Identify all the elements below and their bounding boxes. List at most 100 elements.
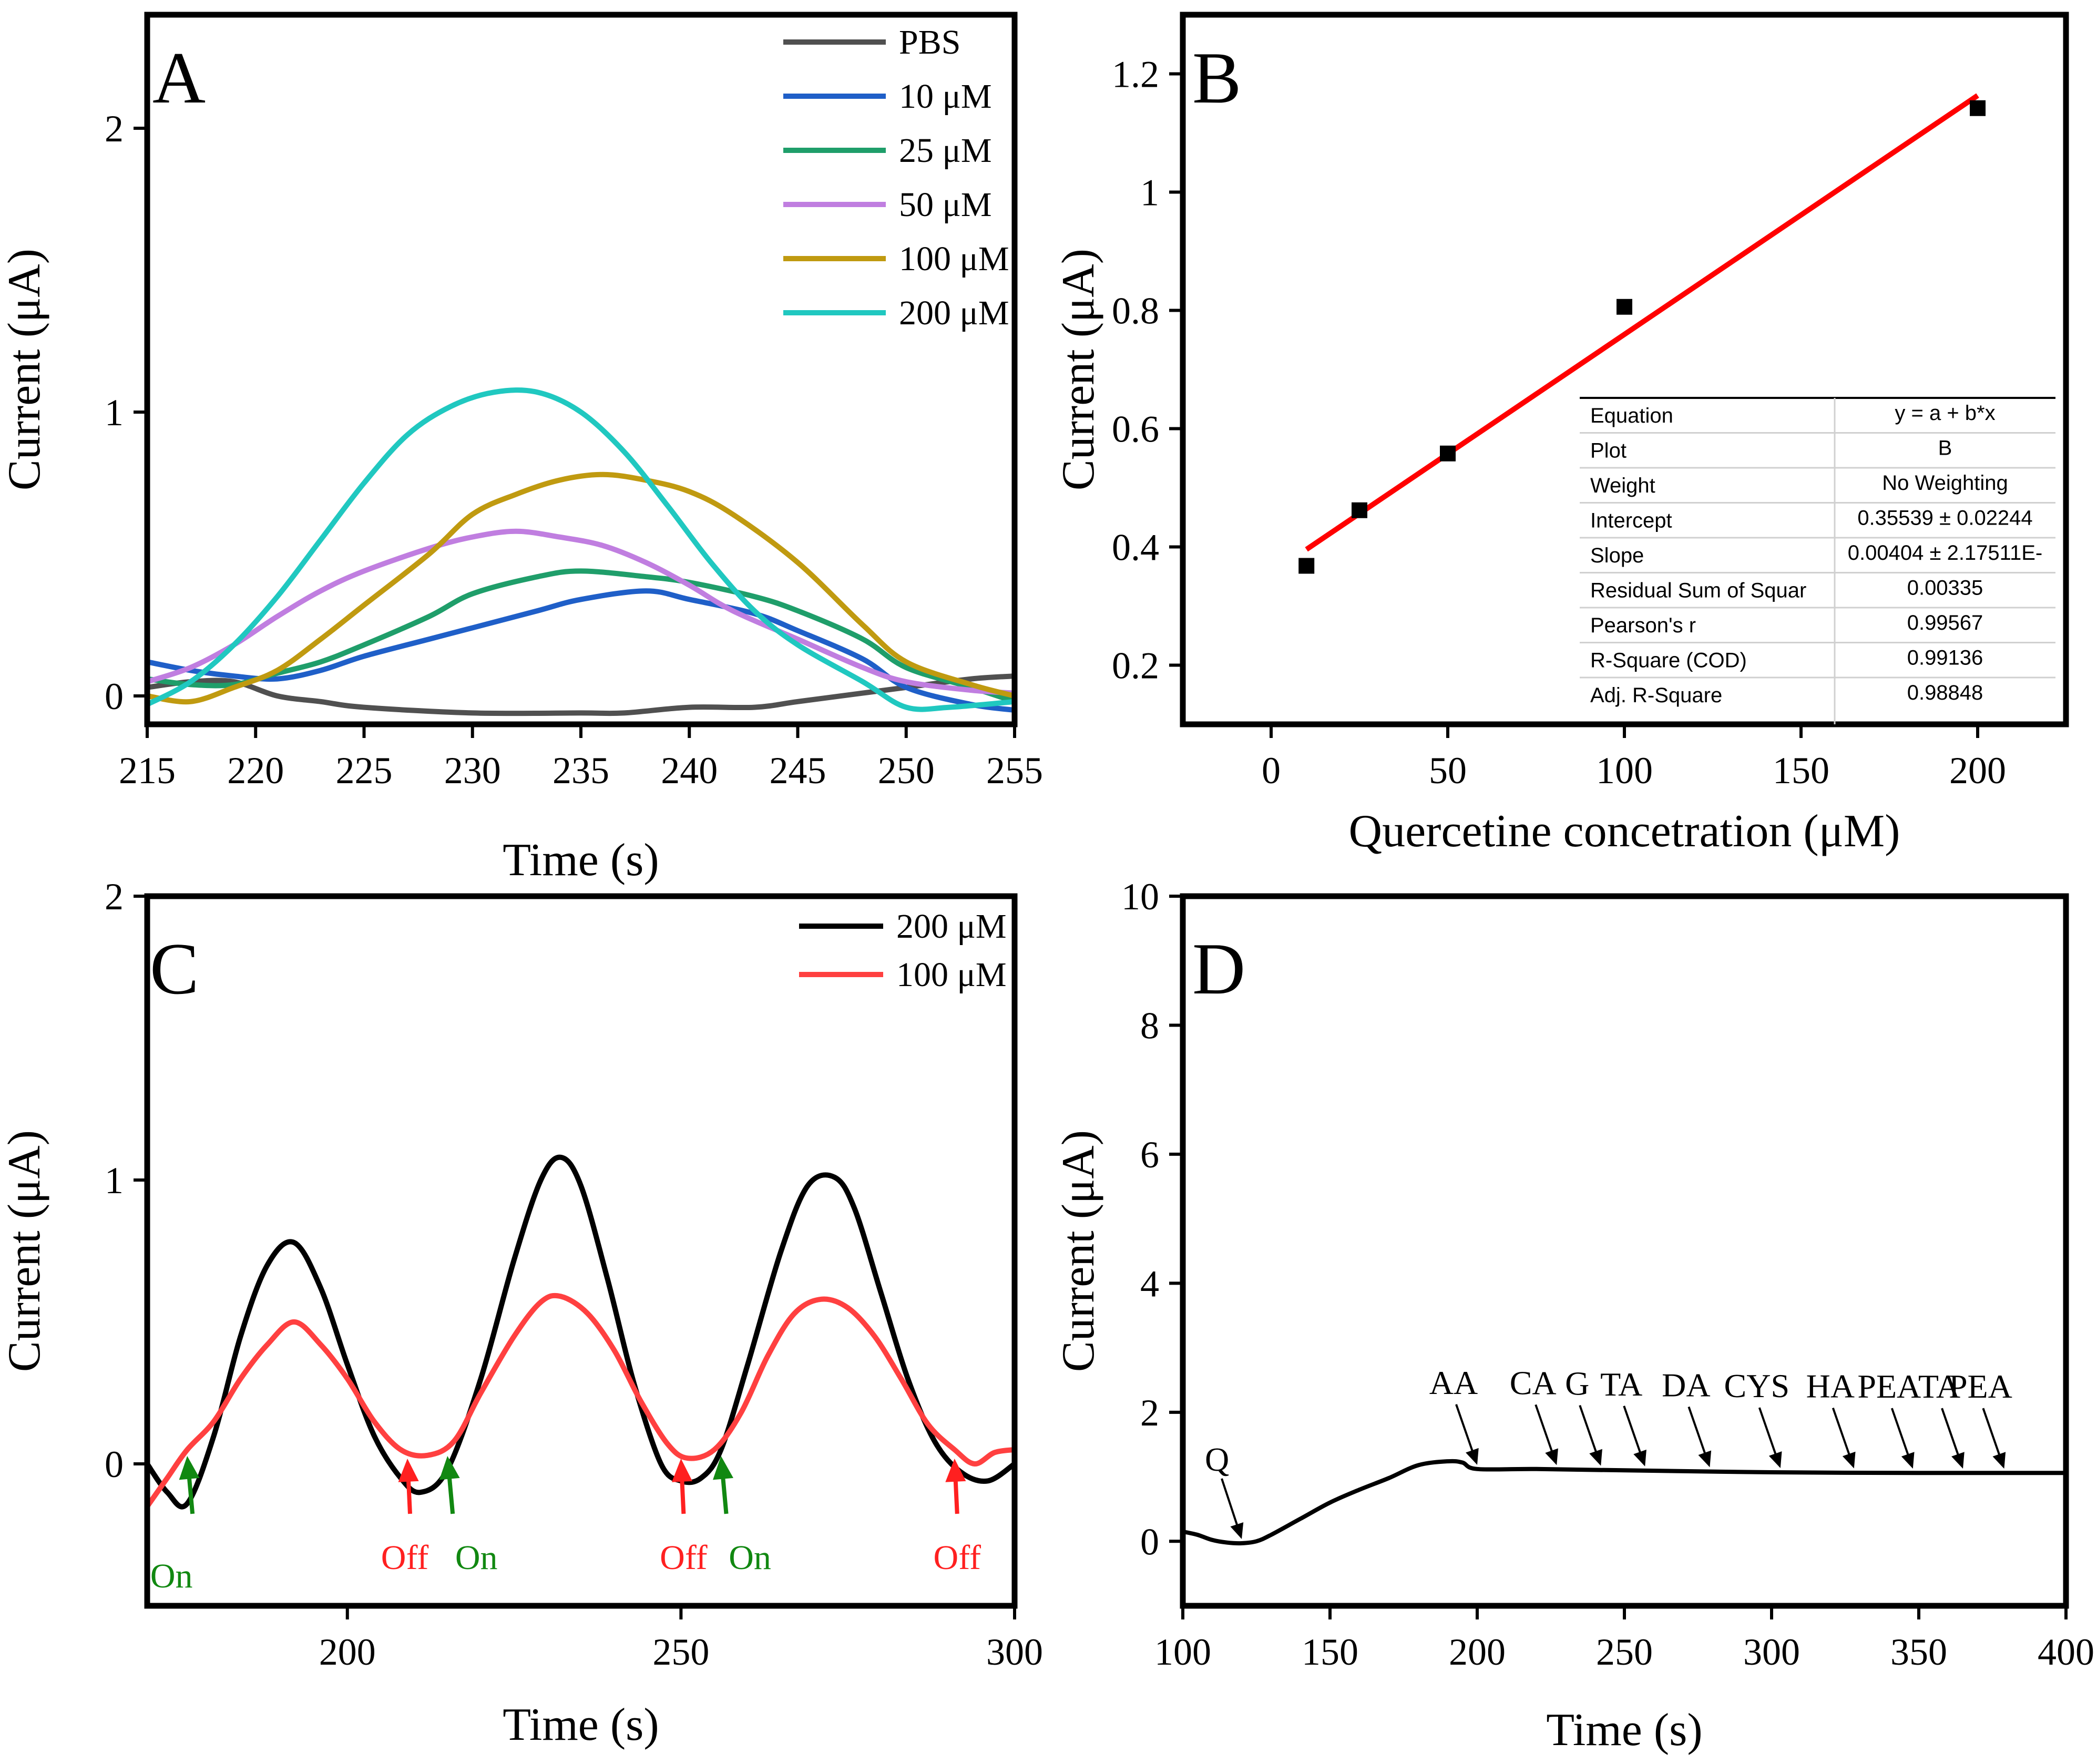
plot-frame — [144, 12, 1018, 727]
arrow-head — [439, 1456, 460, 1480]
arrow-head — [1230, 1522, 1244, 1539]
x-tick-label: 400 — [2038, 1631, 2094, 1673]
x-tick-label: 250 — [652, 1631, 709, 1673]
y-tick-label: 1.2 — [1112, 54, 1159, 96]
panel-b: 0 50 100 150 200 0.2 0.4 0.6 0.8 1 1.2 Quercetine c… — [1053, 12, 2069, 857]
interferent-label: CA — [1510, 1364, 1557, 1401]
data-point — [1970, 100, 1986, 116]
table-value: B — [1938, 437, 1952, 460]
y-axis-title: Current (μA) — [0, 249, 50, 490]
table-key: Residual Sum of Squar — [1590, 579, 1806, 602]
panel-label: A — [152, 37, 206, 119]
series-line — [147, 471, 1015, 705]
x-tick-label: 150 — [1773, 750, 1829, 792]
arrow-head — [945, 1459, 966, 1482]
x-tick-label: 255 — [986, 750, 1043, 792]
arrow-shaft — [1890, 1408, 1911, 1460]
data-point — [1440, 445, 1456, 461]
series-group — [1183, 1459, 2066, 1546]
legend-entry: 50 μM — [899, 186, 992, 224]
legend-entry: 100 μM — [896, 956, 1007, 994]
y-axis-title: Current (μA) — [0, 1130, 50, 1372]
data-point — [1298, 558, 1315, 574]
y-tick-label: 2 — [1140, 1392, 1159, 1434]
on-off-label: On — [150, 1557, 193, 1595]
interferent-label: PEA — [1857, 1368, 1921, 1405]
table-value: 0.00404 ± 2.17511E- — [1848, 541, 2042, 565]
y-axis-title: Current (μA) — [1053, 249, 1104, 490]
y-tick-label: 2 — [105, 876, 124, 918]
x-axis-title: Quercetine concetration (μM) — [1349, 806, 1900, 857]
y-tick-label: 0.4 — [1112, 527, 1159, 569]
x-tick-label: 245 — [770, 750, 826, 792]
arrow-head — [1842, 1451, 1856, 1469]
interferent-label: Q — [1205, 1441, 1229, 1478]
x-tick-label: 220 — [227, 750, 284, 792]
y-tick-label: 0 — [1140, 1521, 1159, 1563]
x-tick-label: 100 — [1154, 1631, 1211, 1673]
panel-a: 215 220 225 230 235 240 245 250 255 0 1 2 Time (s) Cu… — [0, 12, 1043, 886]
arrow-head — [179, 1456, 200, 1480]
table-value: No Weighting — [1882, 471, 2008, 495]
table-key: Plot — [1590, 439, 1627, 463]
arrow-head — [398, 1459, 419, 1482]
series-line — [147, 528, 1015, 696]
on-off-label: On — [455, 1539, 498, 1577]
x-tick-label: 215 — [119, 750, 176, 792]
arrow-head — [1768, 1451, 1782, 1469]
arrow-head — [1633, 1449, 1646, 1466]
y-tick-label: 1 — [105, 392, 124, 434]
arrow-shaft — [1832, 1407, 1852, 1460]
y-tick-label: 8 — [1140, 1004, 1159, 1047]
panel-label: D — [1192, 928, 1245, 1010]
table-value: 0.98848 — [1907, 681, 1983, 704]
on-off-label: Off — [660, 1539, 707, 1577]
x-tick-label: 50 — [1429, 750, 1467, 792]
arrow-shaft — [1455, 1404, 1475, 1456]
x-axis-title: Time (s) — [503, 1699, 659, 1750]
table-key: Slope — [1590, 544, 1644, 567]
panel-label: B — [1192, 37, 1241, 119]
table-value: 0.00335 — [1907, 577, 1983, 600]
y-tick-label: 1 — [105, 1160, 124, 1202]
x-tick-label: 240 — [661, 750, 718, 792]
panel-label: C — [150, 928, 199, 1010]
table-value: 0.99136 — [1907, 647, 1983, 670]
arrow-head — [1901, 1452, 1915, 1469]
table-value: 0.35539 ± 0.02244 — [1857, 507, 2032, 530]
arrow-shaft — [1623, 1406, 1643, 1458]
interferent-label: TA — [1600, 1366, 1642, 1403]
interferent-label: TA — [1918, 1368, 1960, 1405]
fit-line — [1305, 93, 1979, 552]
table-key: Adj. R-Square — [1590, 684, 1722, 707]
y-tick-label: 0.6 — [1112, 408, 1159, 450]
x-tick-label: 250 — [878, 750, 935, 792]
interferent-label: PEA — [1949, 1368, 2012, 1405]
arrow-head — [1545, 1448, 1558, 1465]
y-tick-label: 2 — [105, 108, 124, 150]
x-tick-label: 225 — [336, 750, 393, 792]
plot-frame — [1180, 893, 2069, 1609]
x-tick-label: 250 — [1596, 1631, 1653, 1673]
arrow-head — [1466, 1448, 1479, 1465]
x-tick-label: 300 — [1743, 1631, 1800, 1673]
arrow-head — [1589, 1449, 1602, 1466]
arrow-shaft — [1687, 1406, 1707, 1458]
table-key: Intercept — [1590, 509, 1672, 532]
arrow-head — [1698, 1450, 1712, 1468]
arrow-shaft — [1221, 1478, 1240, 1530]
y-tick-label: 0 — [105, 675, 124, 717]
x-tick-label: 150 — [1302, 1631, 1358, 1673]
legend-entry: 200 μM — [896, 907, 1007, 946]
table-key: R-Square (COD) — [1590, 649, 1747, 672]
legend-entry: 25 μM — [899, 131, 992, 170]
y-tick-label: 1 — [1140, 172, 1159, 214]
panel-c: 200 250 300 0 1 2 Time (s) Current (μA) C 200 μM 1… — [0, 876, 1043, 1750]
series-group — [147, 1154, 1015, 1510]
data-point — [1617, 299, 1632, 315]
fit-table: Equation y = a + b*x Plot B Weight No Weighti… — [1580, 397, 2055, 724]
plot-frame — [1180, 12, 2069, 727]
series-line — [147, 588, 1015, 713]
series-group — [147, 387, 1015, 716]
